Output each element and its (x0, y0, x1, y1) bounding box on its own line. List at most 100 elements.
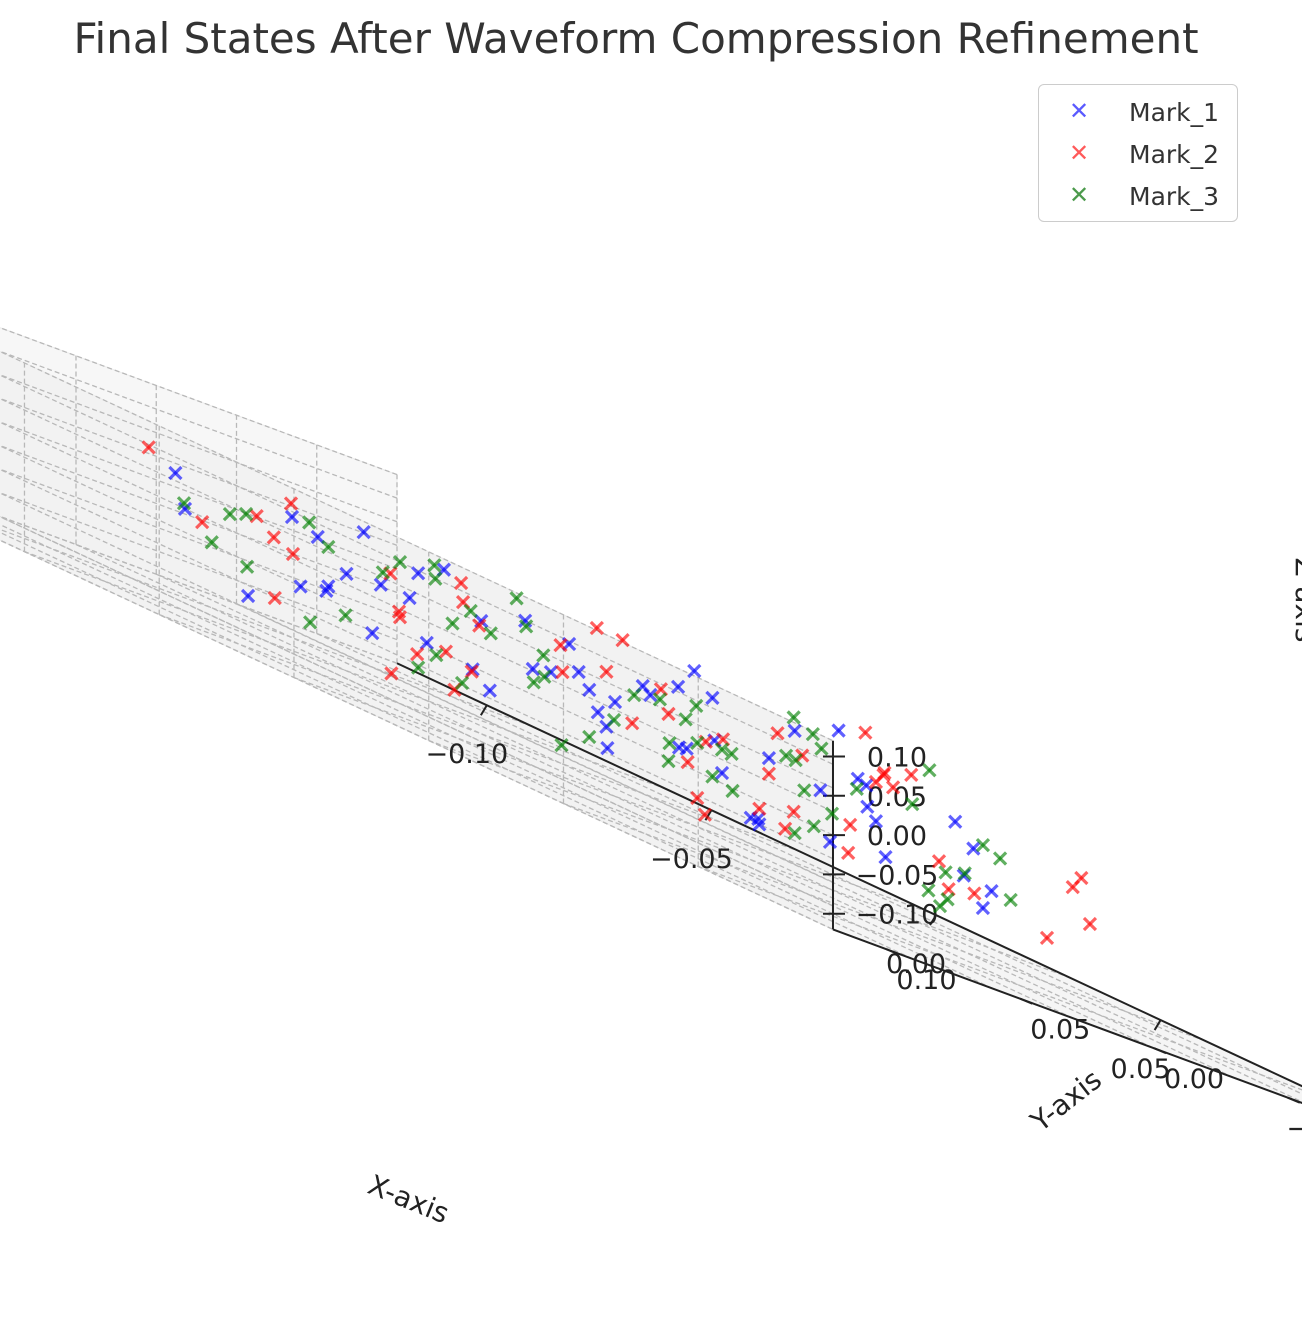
data-point (525, 661, 540, 677)
data-point (797, 783, 812, 798)
x-tick-label: 0.00 (886, 949, 946, 980)
data-point (868, 814, 884, 829)
data-point (752, 817, 767, 832)
grid-line (563, 802, 1206, 1042)
z-tick-label: −0.10 (856, 900, 939, 931)
data-point (1039, 930, 1055, 945)
x-tick-label: −0.10 (425, 739, 508, 770)
data-point (876, 768, 891, 783)
data-point (662, 736, 677, 751)
data-point (806, 819, 821, 834)
data-point (319, 583, 334, 598)
data-point (338, 608, 353, 623)
data-point (975, 900, 991, 916)
y-tick-label: 0.10 (896, 965, 956, 996)
data-point (770, 726, 785, 741)
grid-line (316, 632, 1302, 1095)
legend-item-mark-3: ✕ Mark_3 (1039, 175, 1237, 215)
grid-line (0, 397, 834, 789)
data-point (885, 780, 901, 795)
y-tick (1019, 997, 1033, 1005)
data-point (554, 737, 569, 753)
data-point (482, 683, 497, 698)
data-point (680, 754, 695, 770)
data-point (714, 765, 730, 781)
data-point (411, 660, 426, 675)
data-point (536, 648, 551, 663)
grid-line (698, 865, 1302, 1091)
data-point (615, 633, 630, 648)
data-point (373, 577, 388, 592)
data-point (599, 664, 614, 679)
grid-line (0, 445, 834, 836)
z-tick-label: 0.10 (867, 742, 927, 773)
legend-label-mark-1: Mark_1 (1129, 98, 1220, 127)
data-point (831, 723, 846, 738)
data-point (454, 675, 470, 691)
data-point (463, 603, 478, 619)
data-point (787, 825, 802, 841)
data-point (321, 539, 336, 555)
grid-line (0, 515, 398, 664)
data-point (938, 865, 953, 880)
data-point (678, 712, 693, 727)
data-point (310, 529, 325, 545)
grid-line (0, 468, 398, 617)
data-point (786, 710, 801, 725)
data-point (571, 664, 586, 680)
data-point (725, 783, 740, 799)
y-tick (1153, 1047, 1167, 1055)
data-point (878, 849, 893, 865)
data-point (805, 727, 820, 742)
legend-label-mark-3: Mark_3 (1129, 182, 1220, 211)
data-point (904, 767, 919, 783)
grid-line (0, 515, 834, 907)
data-point (606, 712, 622, 728)
data-point (222, 506, 238, 522)
data-point (705, 769, 720, 784)
data-point (283, 496, 299, 511)
data-point (402, 590, 417, 606)
data-point (555, 664, 570, 680)
grid-line (0, 531, 914, 960)
series-mark-3 (176, 496, 1018, 914)
data-point (625, 716, 640, 731)
data-point (419, 635, 434, 650)
data-point (1065, 879, 1080, 895)
data-point (689, 698, 704, 713)
data-point (240, 588, 256, 604)
data-point (679, 741, 694, 756)
data-point (787, 723, 802, 739)
z-tick-label: 0.00 (867, 821, 927, 852)
data-point (582, 682, 597, 697)
data-point (948, 814, 963, 829)
data-point (553, 638, 568, 653)
legend: ✕ Mark_1 ✕ Mark_2 ✕ Mark_3 (1038, 84, 1238, 222)
right-wall-pane (0, 350, 834, 931)
grid-line (293, 676, 937, 916)
data-point (411, 566, 426, 581)
x-tick (479, 704, 488, 716)
grid-line (0, 539, 834, 931)
data-point (841, 845, 856, 861)
data-point (824, 806, 840, 821)
data-point (519, 619, 534, 634)
grid-line (0, 350, 834, 742)
data-point (339, 566, 354, 581)
data-point (537, 669, 552, 684)
x-tick (929, 914, 937, 926)
data-point (472, 618, 487, 633)
grid-line (0, 523, 994, 990)
data-point (589, 620, 604, 636)
data-point (445, 616, 460, 631)
x-tick-label: 0.05 (1111, 1054, 1171, 1085)
legend-label-mark-2: Mark_2 (1129, 140, 1220, 169)
data-points (141, 440, 1098, 945)
data-point (239, 559, 255, 574)
data-point (410, 647, 425, 662)
data-point (582, 729, 597, 745)
data-point (1003, 892, 1018, 908)
data-point (966, 841, 981, 856)
grid-line (0, 421, 398, 570)
data-point (438, 644, 454, 659)
